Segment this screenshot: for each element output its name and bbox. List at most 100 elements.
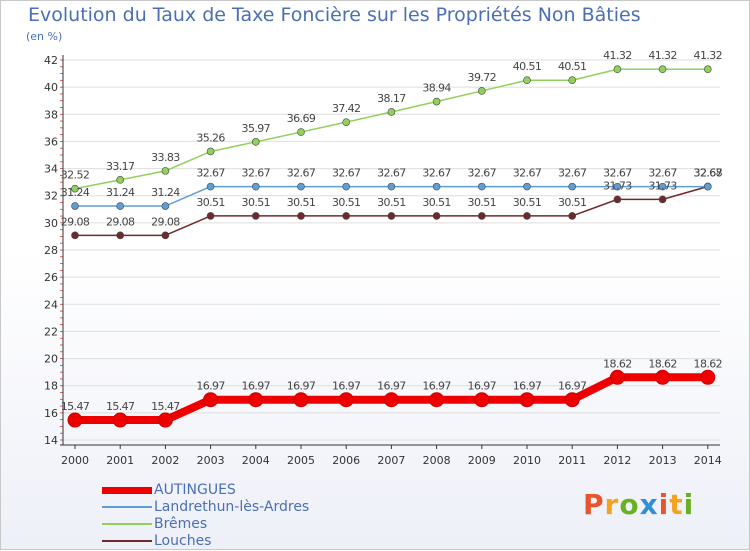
data-label: 32.67 — [287, 167, 316, 180]
data-label: 15.47 — [151, 400, 180, 413]
data-point — [342, 212, 351, 220]
data-label: 16.97 — [513, 380, 542, 393]
data-label: 41.32 — [603, 49, 632, 62]
x-tick-label: 2007 — [377, 454, 405, 467]
y-tick-label: 38 — [44, 108, 58, 121]
data-point — [116, 202, 124, 210]
data-label: 32.67 — [694, 167, 723, 180]
legend-swatch — [102, 540, 152, 542]
x-tick-label: 2006 — [332, 454, 360, 467]
data-point — [252, 138, 260, 146]
data-point — [297, 128, 305, 136]
data-label: 38.94 — [422, 82, 451, 95]
y-tick-label: 32 — [44, 190, 58, 203]
data-point — [161, 167, 170, 175]
data-label: 32.67 — [603, 167, 632, 180]
data-label: 33.17 — [106, 160, 135, 173]
data-point — [252, 212, 260, 220]
x-tick-label: 2000 — [61, 454, 89, 467]
data-point — [432, 182, 441, 191]
data-point — [477, 87, 486, 95]
data-label: 18.62 — [648, 357, 677, 370]
data-label: 30.51 — [422, 196, 451, 209]
data-point — [248, 392, 264, 408]
data-label: 30.51 — [377, 196, 406, 209]
data-label: 40.51 — [558, 60, 587, 73]
data-point — [116, 231, 124, 240]
data-point — [383, 392, 399, 408]
data-label: 32.67 — [242, 167, 271, 180]
data-point — [523, 212, 531, 220]
proxiti-logo: Proxiti — [583, 488, 695, 521]
data-label: 32.67 — [648, 167, 677, 180]
y-tick-label: 34 — [44, 163, 58, 176]
y-tick-label: 22 — [44, 325, 58, 338]
x-tick-label: 2010 — [513, 454, 541, 467]
data-point — [432, 212, 441, 220]
data-point — [161, 231, 170, 240]
data-label: 32.68 — [694, 166, 723, 179]
data-label: 30.51 — [468, 196, 497, 209]
data-label: 32.67 — [558, 167, 587, 180]
legend-swatch — [102, 487, 152, 494]
data-point — [206, 212, 215, 220]
data-point — [203, 392, 219, 408]
x-tick-label: 2008 — [423, 454, 451, 467]
data-point — [387, 108, 396, 116]
y-tick-label: 26 — [44, 271, 58, 284]
data-label: 29.08 — [106, 215, 135, 228]
data-label: 35.26 — [196, 131, 225, 144]
chart-title: Evolution du Taux de Taxe Foncière sur l… — [28, 4, 641, 26]
data-point — [568, 182, 577, 191]
data-point — [613, 195, 622, 204]
legend-swatch — [102, 506, 152, 508]
data-point — [206, 182, 215, 191]
data-point — [297, 182, 305, 191]
x-tick-label: 2014 — [694, 454, 722, 467]
data-label: 16.97 — [468, 380, 497, 393]
data-label: 30.51 — [196, 196, 225, 209]
data-point — [474, 392, 490, 408]
x-tick-label: 2003 — [197, 454, 225, 467]
x-tick-label: 2005 — [287, 454, 315, 467]
data-point — [338, 392, 354, 408]
data-point — [613, 182, 622, 191]
data-point — [297, 212, 305, 220]
x-tick-label: 2013 — [649, 454, 677, 467]
data-point — [71, 184, 79, 193]
y-tick-label: 30 — [44, 217, 58, 230]
data-label: 30.51 — [287, 196, 316, 209]
data-label: 16.97 — [558, 380, 587, 393]
data-point — [71, 202, 79, 210]
data-point — [387, 212, 396, 220]
data-label: 31.24 — [106, 186, 135, 199]
data-point — [293, 392, 309, 408]
y-tick-label: 24 — [44, 298, 58, 311]
legend-label: AUTINGUES — [154, 482, 236, 498]
data-point — [658, 65, 667, 74]
data-label: 16.97 — [422, 380, 451, 393]
data-point — [157, 412, 173, 428]
data-point — [658, 195, 667, 204]
unit-label: (en %) — [26, 30, 63, 43]
data-label: 37.42 — [332, 102, 361, 115]
data-label: 30.51 — [332, 196, 361, 209]
data-label: 40.51 — [513, 60, 542, 73]
data-point — [67, 412, 83, 428]
data-label: 16.97 — [332, 380, 361, 393]
data-label: 16.97 — [196, 380, 225, 393]
data-point — [700, 369, 716, 385]
data-label: 16.97 — [287, 380, 316, 393]
data-label: 29.08 — [61, 215, 90, 228]
data-label: 31.73 — [648, 179, 677, 192]
data-label: 30.51 — [558, 196, 587, 209]
data-label: 32.67 — [332, 167, 361, 180]
data-point — [609, 369, 625, 385]
data-label: 36.69 — [287, 112, 316, 125]
y-tick-label: 36 — [44, 135, 58, 148]
data-label: 15.47 — [106, 400, 135, 413]
data-label: 38.17 — [377, 92, 406, 105]
y-tick-label: 16 — [44, 407, 58, 420]
x-tick-label: 2009 — [468, 454, 496, 467]
